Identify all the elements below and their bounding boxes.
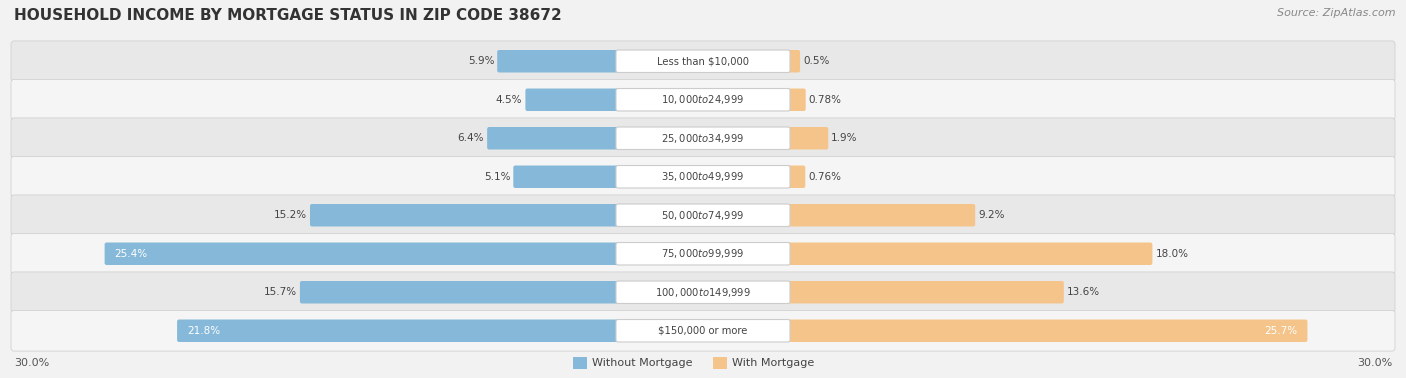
Text: 1.9%: 1.9% xyxy=(831,133,858,143)
Text: With Mortgage: With Mortgage xyxy=(733,358,814,368)
FancyBboxPatch shape xyxy=(616,204,790,226)
FancyBboxPatch shape xyxy=(11,195,1395,235)
Text: 9.2%: 9.2% xyxy=(979,210,1005,220)
Text: Source: ZipAtlas.com: Source: ZipAtlas.com xyxy=(1278,8,1396,18)
FancyBboxPatch shape xyxy=(616,127,790,149)
Text: 30.0%: 30.0% xyxy=(14,358,49,368)
Text: 0.78%: 0.78% xyxy=(808,95,842,105)
Text: 15.7%: 15.7% xyxy=(264,287,297,297)
FancyBboxPatch shape xyxy=(11,272,1395,313)
FancyBboxPatch shape xyxy=(11,234,1395,274)
Text: 5.1%: 5.1% xyxy=(484,172,510,182)
FancyBboxPatch shape xyxy=(11,79,1395,120)
FancyBboxPatch shape xyxy=(616,88,790,111)
FancyBboxPatch shape xyxy=(713,357,727,369)
Text: 25.4%: 25.4% xyxy=(115,249,148,259)
Text: 5.9%: 5.9% xyxy=(468,56,495,66)
FancyBboxPatch shape xyxy=(11,118,1395,159)
FancyBboxPatch shape xyxy=(786,319,1308,342)
FancyBboxPatch shape xyxy=(786,50,800,73)
FancyBboxPatch shape xyxy=(786,88,806,111)
Text: Without Mortgage: Without Mortgage xyxy=(592,358,693,368)
Text: 6.4%: 6.4% xyxy=(457,133,484,143)
Text: $75,000 to $99,999: $75,000 to $99,999 xyxy=(661,247,745,260)
Text: 13.6%: 13.6% xyxy=(1067,287,1099,297)
FancyBboxPatch shape xyxy=(786,243,1153,265)
Text: 0.5%: 0.5% xyxy=(803,56,830,66)
Text: 0.76%: 0.76% xyxy=(808,172,841,182)
FancyBboxPatch shape xyxy=(786,281,1064,304)
FancyBboxPatch shape xyxy=(299,281,620,304)
FancyBboxPatch shape xyxy=(786,166,806,188)
FancyBboxPatch shape xyxy=(309,204,620,226)
Text: Less than $10,000: Less than $10,000 xyxy=(657,56,749,66)
Text: 21.8%: 21.8% xyxy=(187,326,221,336)
FancyBboxPatch shape xyxy=(486,127,620,149)
FancyBboxPatch shape xyxy=(786,204,976,226)
Text: 4.5%: 4.5% xyxy=(496,95,523,105)
FancyBboxPatch shape xyxy=(513,166,620,188)
Text: $100,000 to $149,999: $100,000 to $149,999 xyxy=(655,286,751,299)
FancyBboxPatch shape xyxy=(786,127,828,149)
Text: $150,000 or more: $150,000 or more xyxy=(658,326,748,336)
FancyBboxPatch shape xyxy=(616,50,790,73)
FancyBboxPatch shape xyxy=(616,243,790,265)
FancyBboxPatch shape xyxy=(574,357,586,369)
FancyBboxPatch shape xyxy=(616,281,790,304)
Text: $25,000 to $34,999: $25,000 to $34,999 xyxy=(661,132,745,145)
FancyBboxPatch shape xyxy=(498,50,620,73)
Text: $50,000 to $74,999: $50,000 to $74,999 xyxy=(661,209,745,222)
Text: 18.0%: 18.0% xyxy=(1156,249,1188,259)
FancyBboxPatch shape xyxy=(11,310,1395,351)
FancyBboxPatch shape xyxy=(177,319,620,342)
FancyBboxPatch shape xyxy=(11,41,1395,82)
Text: 30.0%: 30.0% xyxy=(1357,358,1392,368)
FancyBboxPatch shape xyxy=(526,88,620,111)
Text: $35,000 to $49,999: $35,000 to $49,999 xyxy=(661,170,745,183)
FancyBboxPatch shape xyxy=(616,166,790,188)
FancyBboxPatch shape xyxy=(11,156,1395,197)
Text: 25.7%: 25.7% xyxy=(1264,326,1298,336)
Text: $10,000 to $24,999: $10,000 to $24,999 xyxy=(661,93,745,106)
Text: HOUSEHOLD INCOME BY MORTGAGE STATUS IN ZIP CODE 38672: HOUSEHOLD INCOME BY MORTGAGE STATUS IN Z… xyxy=(14,8,562,23)
Text: 15.2%: 15.2% xyxy=(274,210,307,220)
FancyBboxPatch shape xyxy=(104,243,620,265)
FancyBboxPatch shape xyxy=(616,319,790,342)
